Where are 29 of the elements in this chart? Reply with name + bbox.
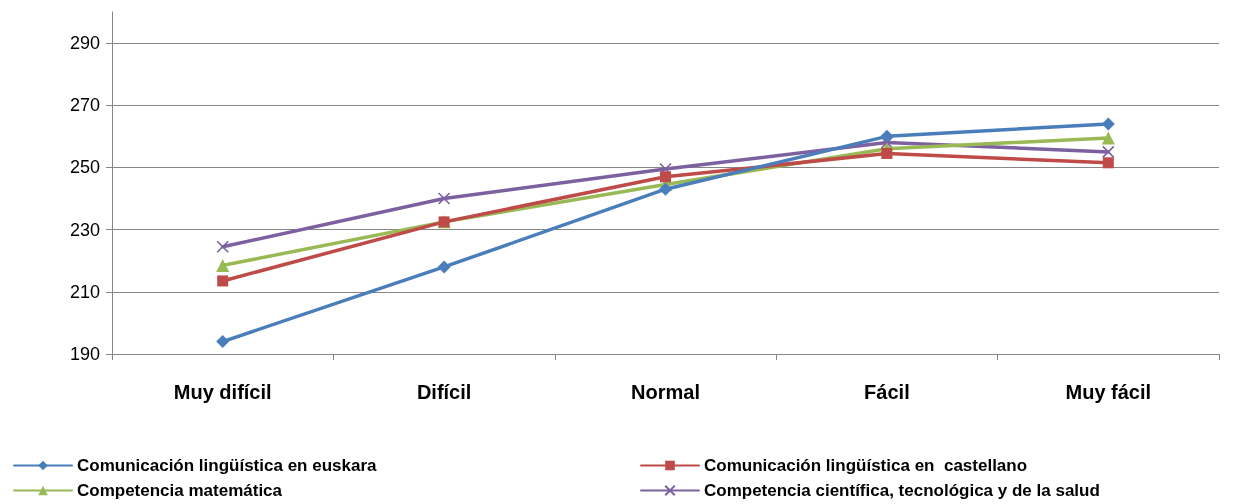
legend-label: Comunicación lingüística en euskara xyxy=(77,456,378,475)
point xyxy=(217,275,229,287)
point xyxy=(437,192,451,205)
legend-label: Competencia científica, tecnológica y de la salud xyxy=(704,481,1100,500)
point xyxy=(1101,117,1115,131)
point xyxy=(216,335,230,349)
point xyxy=(881,147,893,159)
x-tick-label: Muy difícil xyxy=(173,381,272,403)
point xyxy=(660,171,671,183)
y-tick-label: 290 xyxy=(69,33,100,54)
y-tick-label: 270 xyxy=(69,95,100,116)
y-tick-label: 210 xyxy=(69,281,100,302)
x-tick-label: Fácil xyxy=(864,381,910,403)
y-tick-label: 190 xyxy=(69,344,100,364)
x-tick-label: Muy fácil xyxy=(1065,381,1152,403)
point xyxy=(216,258,230,272)
x-tick-label: Difícil xyxy=(416,381,472,403)
point xyxy=(1101,131,1115,145)
point xyxy=(216,240,229,254)
point xyxy=(437,260,451,274)
y-tick-label: 250 xyxy=(69,157,100,178)
y-tick-label: 230 xyxy=(69,219,100,240)
x-tick-label: Normal xyxy=(631,381,700,403)
point xyxy=(659,182,672,196)
legend-label: Competencia matemática xyxy=(77,481,283,500)
legend-label: Comunicación lingüística en castellano xyxy=(704,456,1028,475)
point xyxy=(1102,157,1114,169)
point xyxy=(1102,145,1115,159)
point xyxy=(880,129,894,143)
